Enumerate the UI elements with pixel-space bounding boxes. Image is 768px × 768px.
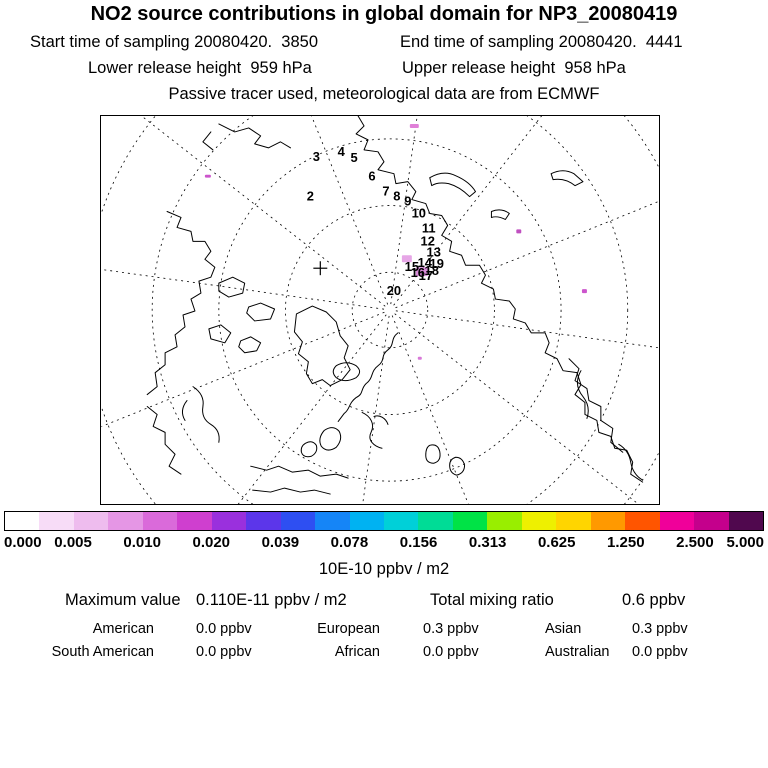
regions-grid: American 0.0 ppbv European 0.3 ppbv Asian 0.3… [48, 617, 760, 663]
region-value: 0.0 ppbv [423, 643, 479, 660]
colorbar-segment [108, 512, 143, 530]
colorbar-tick-label: 0.020 [192, 534, 231, 551]
region-value: 0.0 ppbv [196, 620, 252, 637]
colorbar-segment [694, 512, 729, 530]
colorbar-tick-label: 0.005 [54, 534, 92, 551]
svg-text:18: 18 [425, 263, 439, 278]
colorbar-segment [39, 512, 74, 530]
max-value-label: Maximum value [65, 591, 181, 609]
colorbar-segment [556, 512, 591, 530]
region-value: 0.3 ppbv [632, 620, 688, 637]
svg-text:15: 15 [405, 259, 419, 274]
colorbar-tick-label: 0.039 [261, 534, 300, 551]
colorbar-tick-label: 0.625 [537, 534, 576, 551]
colorbar-tick-label: 0.078 [330, 534, 369, 551]
region-value: 0.3 ppbv [423, 620, 479, 637]
summary-stats-line: Maximum value 0.110E-11 ppbv / m2 Total … [0, 591, 768, 613]
max-value: 0.110E-11 ppbv / m2 [196, 591, 347, 609]
svg-text:3: 3 [313, 149, 320, 164]
svg-text:9: 9 [404, 194, 411, 209]
colorbar-tick-label: 0.000 [4, 534, 42, 551]
region-name: Asian [545, 620, 582, 637]
upper-release-text: Upper release height 958 hPa [402, 59, 626, 77]
svg-text:10: 10 [412, 205, 426, 220]
coastlines [146, 116, 644, 495]
colorbar-unit: 10E-10 ppbv / m2 [318, 560, 450, 578]
colorbar-tick-label: 1.250 [607, 534, 645, 551]
region-row: American 0.0 ppbv European 0.3 ppbv Asian 0.3… [48, 617, 760, 640]
tracer-info-line: Passive tracer used, meteorological data… [168, 85, 600, 103]
region-row: South American 0.0 ppbv African 0.0 ppbv Aus… [48, 640, 760, 663]
map-panel: 2 3 4 5 6 7 8 9 10 11 12 13 14 15 16 17 18 19 20 [100, 115, 660, 505]
svg-text:7: 7 [382, 184, 389, 199]
colorbar-segment [590, 512, 626, 530]
page-title: NO2 source contributions in global domai… [90, 3, 678, 25]
colorbar-tick-label: 0.156 [399, 534, 438, 551]
svg-text:2: 2 [307, 189, 314, 204]
svg-text:5: 5 [351, 150, 358, 165]
colorbar-tick-label: 0.010 [123, 534, 161, 551]
region-name: Australian [545, 643, 610, 660]
colorbar-segment [177, 512, 212, 530]
colorbar-segment [280, 512, 316, 530]
region-name: European [317, 620, 380, 637]
svg-text:13: 13 [427, 244, 441, 259]
svg-text:20: 20 [387, 283, 401, 298]
colorbar-tick-label: 0.313 [468, 534, 507, 551]
colorbar-segment [211, 512, 247, 530]
region-value: 0.0 ppbv [196, 643, 252, 660]
colorbar-tick-label: 5.000 [726, 534, 764, 551]
region-value: 0.0 ppbv [632, 643, 688, 660]
colorbar-segment [418, 512, 453, 530]
sampling-times-line: Start time of sampling 20080420. 3850 En… [0, 33, 768, 55]
colorbar-segment [452, 512, 488, 530]
colorbar-ticks: 0.000 0.005 0.010 0.020 0.039 0.078 0.156 0.313… [4, 534, 764, 552]
svg-text:12: 12 [421, 233, 435, 248]
colorbar-segment [728, 512, 763, 530]
release-heights-line: Lower release height 959 hPa Upper relea… [0, 59, 768, 81]
colorbar-segment [659, 512, 695, 530]
colorbar-segment [487, 512, 522, 530]
svg-text:14: 14 [418, 255, 433, 270]
colorbar-segment [73, 512, 109, 530]
colorbar-segment [625, 512, 660, 530]
svg-text:6: 6 [368, 169, 375, 184]
concentration-hotspots [204, 123, 587, 360]
graticule-grid [101, 116, 659, 504]
colorbar [4, 511, 764, 531]
svg-text:19: 19 [430, 256, 444, 271]
colorbar-segment [142, 512, 178, 530]
svg-text:4: 4 [338, 144, 346, 159]
colorbar-segment [521, 512, 557, 530]
colorbar-tick-label: 2.500 [676, 534, 714, 551]
colorbar-segment [246, 512, 281, 530]
start-time-text: Start time of sampling 20080420. 3850 [30, 33, 319, 51]
region-name: South American [51, 643, 154, 660]
total-mixing-ratio-value: 0.6 ppbv [622, 591, 686, 609]
colorbar-segment [383, 512, 419, 530]
lower-release-text: Lower release height 959 hPa [88, 59, 312, 77]
svg-text:16: 16 [411, 265, 425, 280]
colorbar-segment [315, 512, 350, 530]
svg-text:11: 11 [422, 220, 436, 235]
svg-text:17: 17 [419, 268, 433, 283]
colorbar-segment [5, 512, 40, 530]
svg-text:8: 8 [393, 189, 400, 204]
colorbar-segment [349, 512, 384, 530]
end-time-text: End time of sampling 20080420. 4441 [400, 33, 683, 51]
region-name: African [334, 643, 380, 660]
region-name: American [92, 620, 154, 637]
total-mixing-ratio-label: Total mixing ratio [430, 591, 554, 609]
